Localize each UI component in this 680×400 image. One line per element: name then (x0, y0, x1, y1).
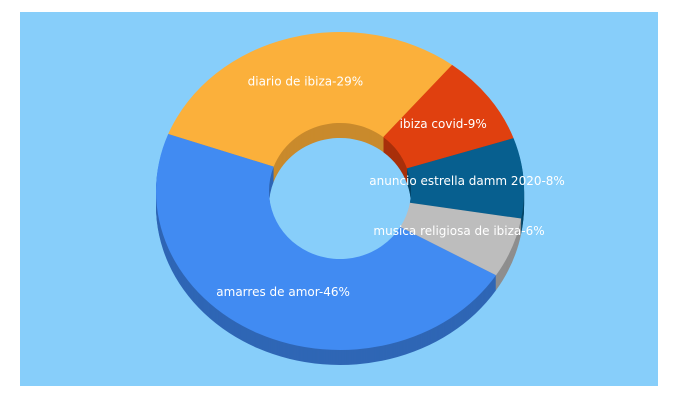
slice-label: ibiza covid-9% (400, 117, 487, 131)
slice (156, 134, 497, 350)
slice (400, 202, 522, 276)
slice-label: amarres de amor-46% (216, 285, 350, 299)
slice (168, 31, 453, 167)
slice-label: musica religiosa de ibiza-6% (373, 224, 544, 238)
slice-label: diario de ibiza-29% (248, 74, 363, 88)
slice-label: anuncio estrella damm 2020-8% (369, 174, 565, 188)
slice (383, 64, 514, 169)
slice (406, 138, 525, 219)
